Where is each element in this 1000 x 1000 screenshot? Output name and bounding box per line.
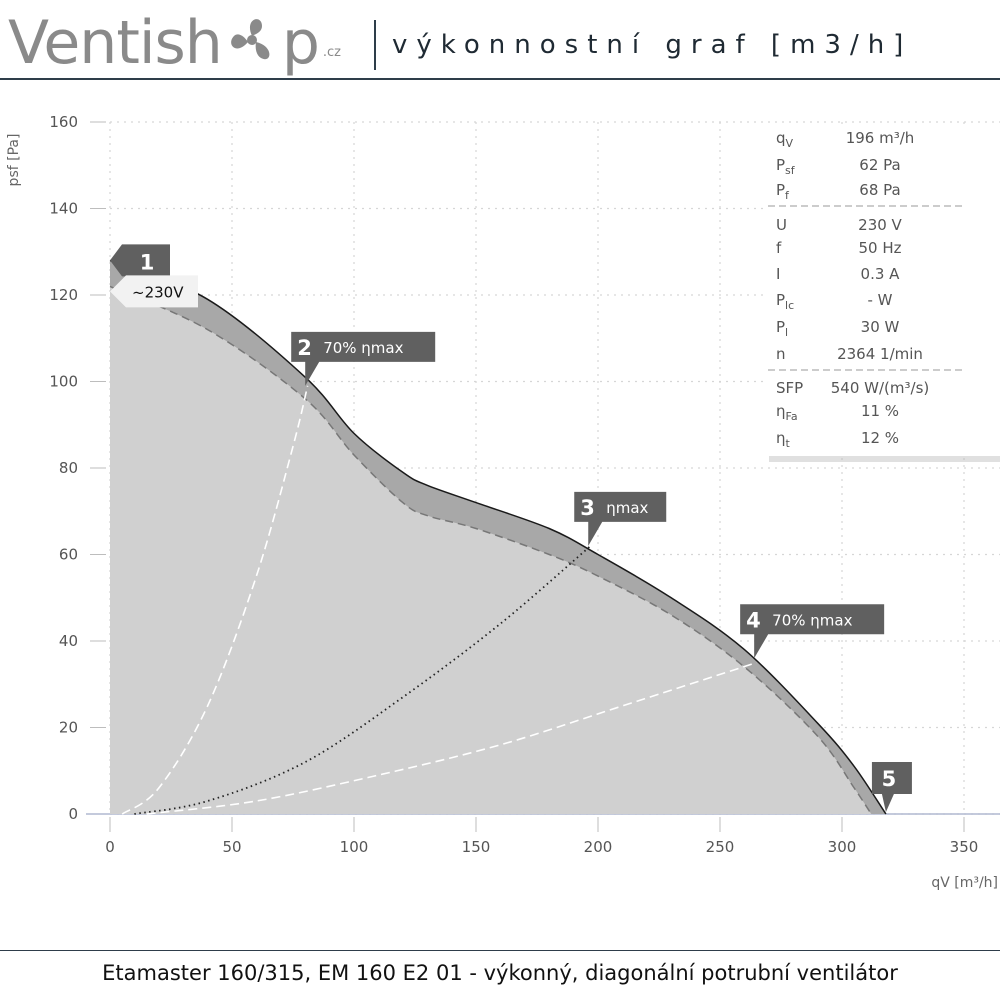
info-symbol: f xyxy=(776,239,782,257)
info-value: 30 W xyxy=(861,318,900,336)
page-title: výkonnostní graf [m3/h] xyxy=(392,30,913,60)
efficiency-70-right-line xyxy=(146,661,757,815)
info-symbol: I xyxy=(776,265,780,283)
marker-label: 70% ηmax xyxy=(323,339,403,357)
marker-number: 4 xyxy=(746,608,761,632)
marker-label: ηmax xyxy=(606,499,648,517)
marker-number: 1 xyxy=(140,250,155,274)
markers-layer: 1 ~230V 2 70% ηmax 3 ηmax 4 70% ηmax 5 xyxy=(110,244,912,812)
marker-3: 3 ηmax xyxy=(574,491,667,546)
x-tick-label: 100 xyxy=(340,838,369,856)
x-tick-label: 350 xyxy=(950,838,979,856)
marker-number: 2 xyxy=(297,336,312,360)
x-axis-label: qV [m³/h] xyxy=(931,875,998,891)
marker-2: 2 70% ηmax xyxy=(291,331,436,386)
logo-text: Ventish xyxy=(8,8,223,78)
y-tick-label: 100 xyxy=(49,373,78,391)
y-tick-label: 80 xyxy=(59,459,78,477)
x-tick-label: 50 xyxy=(222,838,241,856)
marker-number: 3 xyxy=(580,496,595,520)
marker-4: 4 70% ηmax xyxy=(740,604,885,659)
info-value: 540 W/(m³/s) xyxy=(831,379,929,397)
info-value: - W xyxy=(867,291,892,309)
y-tick-label: 160 xyxy=(49,113,78,131)
marker-5: 5 xyxy=(871,762,912,812)
info-value: 11 % xyxy=(861,402,899,420)
performance-chart: 0 20 40 60 80 100 120 140 160 0 50 100 150 200 250 300 3… xyxy=(6,113,1000,891)
total-pressure-curve xyxy=(109,259,887,815)
y-tick-label: 20 xyxy=(59,719,78,737)
marker-label: 70% ηmax xyxy=(772,611,852,629)
info-value: 2364 1/min xyxy=(837,345,923,363)
y-tick-label: 60 xyxy=(59,546,78,564)
y-tick-label: 120 xyxy=(49,286,78,304)
marker-1: 1 ~230V xyxy=(110,244,198,308)
marker-number: 5 xyxy=(882,767,897,791)
logo-domain: .cz xyxy=(322,45,342,60)
y-tick-label: 0 xyxy=(68,805,78,823)
curves-layer xyxy=(109,259,887,815)
x-tick-label: 250 xyxy=(706,838,735,856)
info-value: 230 V xyxy=(858,216,902,234)
logo-text-end: p xyxy=(281,8,320,78)
info-value: 68 Pa xyxy=(859,181,900,199)
info-value: 196 m³/h xyxy=(846,129,915,147)
info-value: 62 Pa xyxy=(859,156,900,174)
info-value: 12 % xyxy=(861,429,899,447)
x-tick-label: 0 xyxy=(105,838,115,856)
x-tick-label: 300 xyxy=(828,838,857,856)
fan-icon xyxy=(230,19,270,60)
info-symbol: U xyxy=(776,216,787,234)
y-axis-label: psf [Pa] xyxy=(6,134,22,187)
info-value: 0.3 A xyxy=(861,265,901,283)
footer-caption: Etamaster 160/315, EM 160 E2 01 - výkonn… xyxy=(102,961,898,985)
tick-labels: 0 20 40 60 80 100 120 140 160 0 50 100 150 200 250 300 3… xyxy=(49,113,978,856)
header: Ventish p .cz výkonnostní graf [m3/h] xyxy=(0,0,1000,80)
x-tick-label: 150 xyxy=(462,838,491,856)
logo[interactable]: Ventish p .cz xyxy=(8,4,341,74)
voltage-label: ~230V xyxy=(132,283,184,301)
footer-divider xyxy=(0,950,1000,951)
y-tick-label: 40 xyxy=(59,632,78,650)
info-panel-box xyxy=(764,124,1000,456)
header-divider xyxy=(374,20,376,70)
info-symbol: n xyxy=(776,345,786,363)
y-tick-label: 140 xyxy=(49,200,78,218)
efficiency-70-left-line xyxy=(121,385,309,815)
static-pressure-curve xyxy=(109,285,872,815)
x-tick-label: 200 xyxy=(584,838,613,856)
operating-area xyxy=(110,286,872,814)
info-symbol: SFP xyxy=(776,379,803,397)
info-value: 50 Hz xyxy=(858,239,901,257)
